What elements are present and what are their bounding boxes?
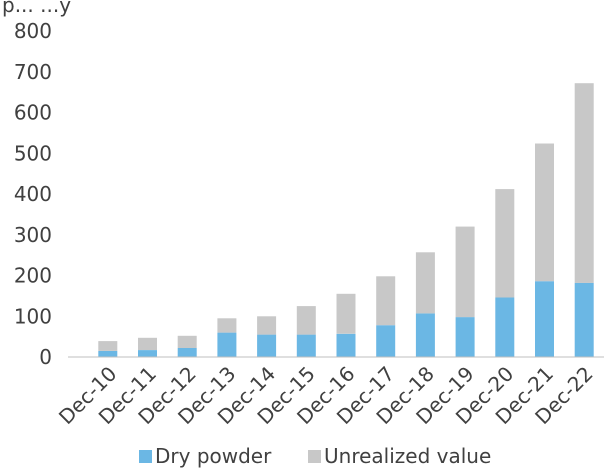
bar-dry-powder-dec-20	[495, 297, 515, 357]
y-tick-label: 700	[14, 60, 52, 84]
bar-unrealized-value-dec-10	[98, 341, 118, 351]
bar-unrealized-value-dec-14	[257, 316, 277, 335]
bar-unrealized-value-dec-16	[336, 293, 356, 334]
legend-label-dry-powder: Dry powder	[155, 444, 272, 468]
bar-unrealized-value-dec-20	[495, 189, 515, 298]
bar-unrealized-value-dec-15	[296, 306, 316, 335]
y-axis: 0 100 200 300 400 500 600 700 800	[14, 19, 52, 369]
top-cut-text: p... ...y	[2, 0, 71, 17]
bars	[98, 83, 594, 357]
y-tick-label: 200	[14, 264, 52, 288]
legend-label-unrealized-value: Unrealized value	[324, 444, 491, 468]
y-tick-label: 0	[39, 345, 52, 369]
bar-dry-powder-dec-18	[415, 313, 435, 357]
y-tick-label: 400	[14, 182, 52, 206]
bar-dry-powder-dec-17	[376, 325, 396, 357]
y-tick-label: 300	[14, 223, 52, 247]
bar-dry-powder-dec-13	[217, 332, 237, 357]
bar-dry-powder-dec-22	[574, 282, 594, 357]
bar-dry-powder-dec-16	[336, 333, 356, 357]
y-tick-label: 600	[14, 101, 52, 125]
bar-unrealized-value-dec-21	[535, 143, 554, 282]
x-axis: Dec-10Dec-11Dec-12Dec-13Dec-14Dec-15Dec-…	[54, 362, 598, 429]
y-tick-label: 500	[14, 141, 52, 165]
bar-dry-powder-dec-12	[177, 348, 197, 357]
bar-dry-powder-dec-10	[98, 350, 118, 357]
bar-unrealized-value-dec-12	[177, 335, 197, 348]
bar-dry-powder-dec-15	[296, 334, 316, 357]
bar-unrealized-value-dec-17	[376, 276, 396, 326]
bar-dry-powder-dec-21	[535, 281, 554, 357]
y-tick-label: 100	[14, 304, 52, 328]
bar-dry-powder-dec-11	[138, 350, 157, 357]
bar-unrealized-value-dec-19	[455, 226, 475, 318]
legend-swatch-unrealized-value	[308, 450, 321, 463]
legend: Dry powder Unrealized value	[139, 444, 491, 468]
legend-swatch-dry-powder	[139, 450, 152, 463]
bar-unrealized-value-dec-11	[138, 337, 157, 350]
bar-unrealized-value-dec-18	[415, 252, 435, 314]
y-tick-label: 800	[14, 19, 52, 43]
bar-unrealized-value-dec-13	[217, 318, 237, 333]
bar-dry-powder-dec-19	[455, 317, 475, 357]
bar-unrealized-value-dec-22	[574, 83, 594, 283]
bar-dry-powder-dec-14	[257, 334, 277, 357]
